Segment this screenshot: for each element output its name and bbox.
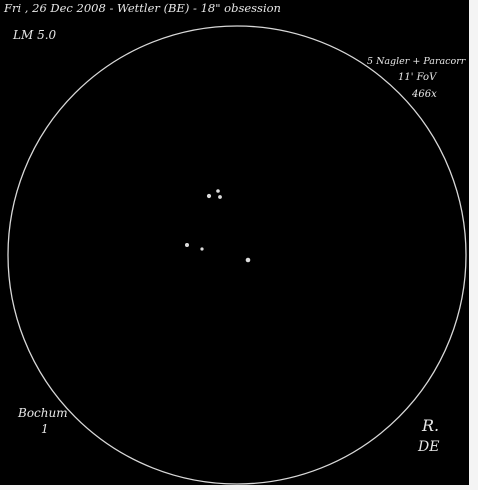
paper-edge-right (469, 0, 478, 490)
observation-header: Fri , 26 Dec 2008 - Wettler (BE) - 18" o… (3, 1, 281, 15)
magnification-note: 466x (411, 89, 437, 100)
limiting-magnitude: LM 5.0 (12, 28, 57, 42)
star (246, 258, 251, 263)
fov-note: 11' FoV (398, 72, 438, 83)
star (207, 194, 211, 198)
object-name: Bochum (17, 406, 68, 420)
star (216, 189, 220, 193)
eyepiece-note: 5 Nagler + Paracorr (367, 56, 467, 67)
star (185, 243, 189, 247)
signature-country: DE (417, 439, 439, 455)
object-number: 1 (41, 422, 49, 436)
paper-edge-bottom (0, 485, 478, 490)
star (200, 247, 203, 250)
star (218, 195, 222, 199)
signature-initial: R. (421, 416, 439, 435)
